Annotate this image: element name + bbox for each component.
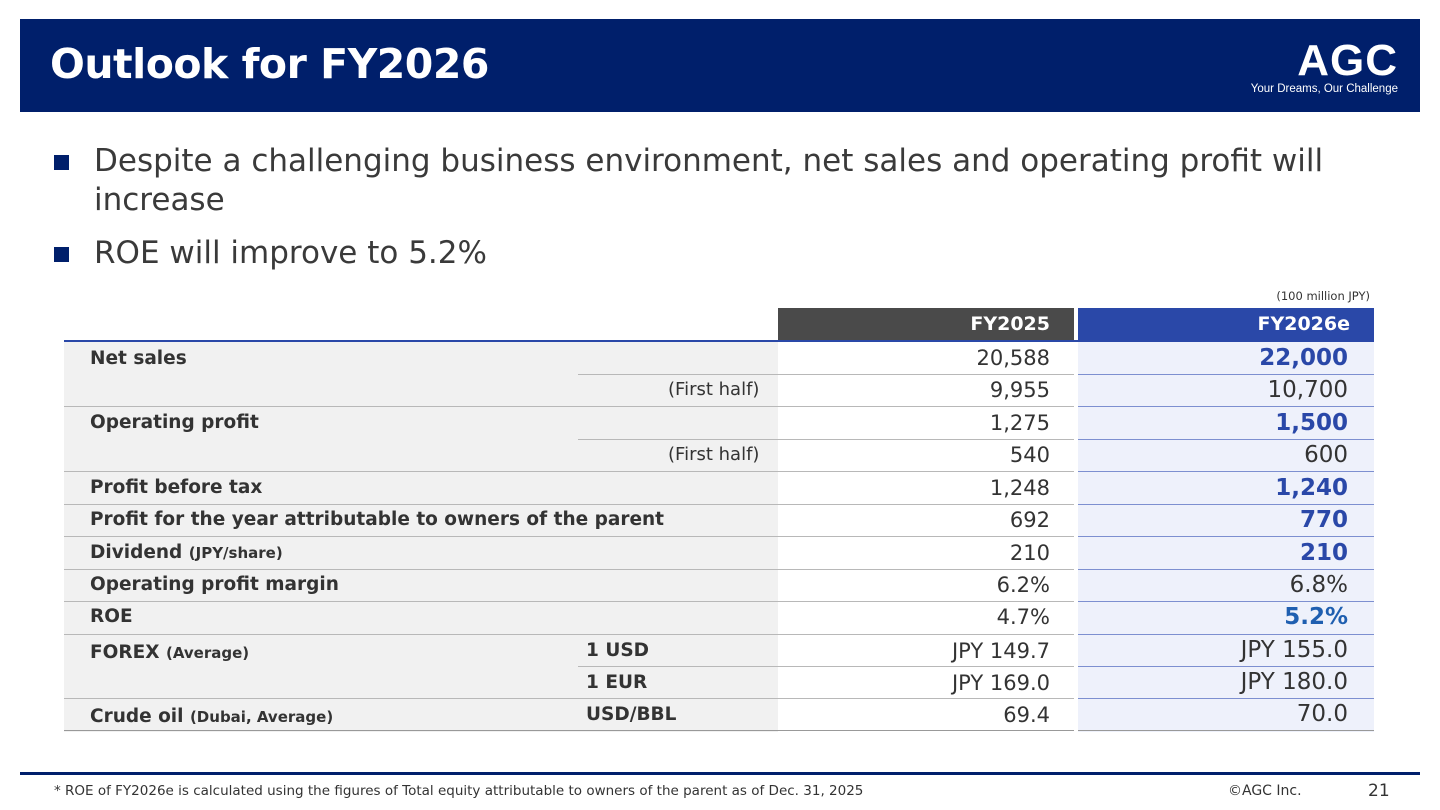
bullet-item: Despite a challenging business environme… xyxy=(52,142,1382,220)
row-divider xyxy=(1078,439,1374,440)
square-bullet-icon xyxy=(54,247,69,262)
row-divider xyxy=(64,504,1074,505)
page-number: 21 xyxy=(1368,781,1390,801)
row-divider xyxy=(1078,601,1374,602)
forex-usd-fy2026e: JPY 155.0 xyxy=(1240,637,1348,663)
bullet-text: Despite a challenging business environme… xyxy=(94,143,1324,218)
row-label-profit-owners: Profit for the year attributable to owne… xyxy=(90,509,665,530)
net-sales-h1-fy2026e: 10,700 xyxy=(1267,377,1348,403)
label-column-bg xyxy=(64,342,778,732)
table-bottom-rule xyxy=(64,730,1074,731)
crude-fy2026e: 70.0 xyxy=(1296,701,1348,727)
row-sublabel-first-half: (First half) xyxy=(668,379,760,400)
table-bottom-rule xyxy=(1078,730,1374,731)
crude-label: Crude oil xyxy=(90,706,184,727)
unit-note: (100 million JPY) xyxy=(1276,289,1370,303)
row-divider xyxy=(578,439,1074,440)
roe-fy2026e: 5.2% xyxy=(1284,604,1348,630)
forex-unit-eur: 1 EUR xyxy=(586,672,648,693)
agc-logo: AGC Your Dreams, Our Challenge xyxy=(1250,36,1398,96)
row-divider xyxy=(578,374,1074,375)
net-sales-h1-fy2025: 9,955 xyxy=(989,378,1050,402)
row-label-op-margin: Operating profit margin xyxy=(90,574,339,595)
op-profit-h1-fy2026e: 600 xyxy=(1304,442,1348,468)
row-divider xyxy=(64,471,1074,472)
crude-note: (Dubai, Average) xyxy=(189,708,334,726)
dividend-unit-note: (JPY/share) xyxy=(188,544,283,562)
row-divider xyxy=(1078,634,1374,635)
net-sales-fy2025: 20,588 xyxy=(976,346,1050,370)
row-divider xyxy=(64,601,1074,602)
op-margin-fy2026e: 6.8% xyxy=(1289,572,1348,598)
row-label-crude-oil: Crude oil (Dubai, Average) xyxy=(90,706,333,727)
bullet-list: Despite a challenging business environme… xyxy=(52,142,1382,287)
row-label-net-sales: Net sales xyxy=(90,348,187,369)
row-sublabel-first-half: (First half) xyxy=(668,444,760,465)
footer-rule xyxy=(20,772,1420,775)
pbt-fy2026e: 1,240 xyxy=(1275,475,1348,501)
row-divider xyxy=(1078,471,1374,472)
row-divider xyxy=(64,698,1074,699)
row-divider xyxy=(1078,406,1374,407)
row-divider xyxy=(1078,374,1374,375)
net-sales-fy2026e: 22,000 xyxy=(1259,345,1348,371)
title-bar: Outlook for FY2026 AGC Your Dreams, Our … xyxy=(20,19,1420,112)
forex-label: FOREX xyxy=(90,642,160,663)
footnote: * ROE of FY2026e is calculated using the… xyxy=(54,783,864,799)
crude-fy2025: 69.4 xyxy=(1003,703,1050,727)
col-header-fy2025: FY2025 xyxy=(778,308,1074,340)
profit-owners-fy2025: 692 xyxy=(1009,508,1050,532)
op-profit-h1-fy2025: 540 xyxy=(1009,443,1050,467)
crude-unit: USD/BBL xyxy=(586,704,677,725)
row-label-operating-profit: Operating profit xyxy=(90,412,259,433)
row-label-forex: FOREX (Average) xyxy=(90,642,249,663)
dividend-fy2026e: 210 xyxy=(1299,540,1348,566)
dividend-label: Dividend xyxy=(90,542,183,563)
pbt-fy2025: 1,248 xyxy=(989,476,1050,500)
op-profit-fy2026e: 1,500 xyxy=(1275,410,1348,436)
row-divider xyxy=(64,536,1074,537)
dividend-fy2025: 210 xyxy=(1009,541,1050,565)
fy2026e-column-bg xyxy=(1078,342,1374,732)
square-bullet-icon xyxy=(54,155,69,170)
logo-tagline: Your Dreams, Our Challenge xyxy=(1250,83,1398,95)
row-divider xyxy=(64,634,1074,635)
row-divider xyxy=(64,569,1074,570)
outlook-table: FY2025 FY2026e Net sales 20,588 22,000 (… xyxy=(64,308,1374,732)
page-title: Outlook for FY2026 xyxy=(50,40,489,88)
logo-mark: AGC xyxy=(1297,36,1398,85)
row-divider xyxy=(578,666,1074,667)
row-divider xyxy=(1078,504,1374,505)
row-label-roe: ROE xyxy=(90,606,133,627)
row-label-dividend: Dividend (JPY/share) xyxy=(90,542,283,563)
roe-fy2025: 4.7% xyxy=(996,605,1050,629)
op-margin-fy2025: 6.2% xyxy=(996,573,1050,597)
bullet-item: ROE will improve to 5.2% xyxy=(52,234,1382,273)
op-profit-fy2025: 1,275 xyxy=(989,411,1050,435)
row-divider xyxy=(1078,569,1374,570)
row-divider xyxy=(1078,698,1374,699)
forex-eur-fy2026e: JPY 180.0 xyxy=(1240,669,1348,695)
profit-owners-fy2026e: 770 xyxy=(1299,507,1348,533)
col-header-fy2026e: FY2026e xyxy=(1078,308,1374,340)
forex-unit-usd: 1 USD xyxy=(586,640,650,661)
row-label-profit-before-tax: Profit before tax xyxy=(90,477,263,498)
row-divider xyxy=(64,406,1074,407)
forex-note: (Average) xyxy=(165,644,250,662)
row-divider xyxy=(1078,666,1374,667)
bullet-text: ROE will improve to 5.2% xyxy=(94,235,487,271)
copyright: ©AGC Inc. xyxy=(1228,783,1302,799)
forex-usd-fy2025: JPY 149.7 xyxy=(951,639,1050,663)
forex-eur-fy2025: JPY 169.0 xyxy=(951,671,1050,695)
row-divider xyxy=(1078,536,1374,537)
header-rule xyxy=(64,340,1374,342)
